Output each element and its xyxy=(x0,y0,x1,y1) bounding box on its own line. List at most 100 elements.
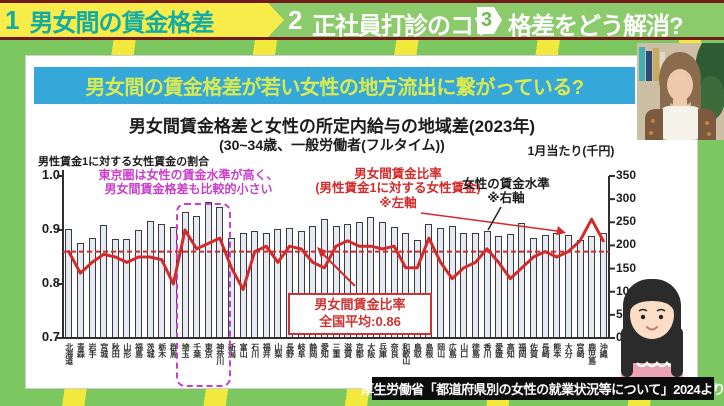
right-tick-300: 300 xyxy=(616,191,637,206)
person-neck xyxy=(673,99,687,109)
x-label-山形: 山形 xyxy=(122,343,132,357)
x-label-宮崎: 宮崎 xyxy=(576,343,585,357)
x-label-秋田: 秋田 xyxy=(111,343,121,357)
illustration-eyebrow xyxy=(638,308,648,312)
chart-subtitle: (30~34歳、一般労働者(フルタイム)) xyxy=(219,137,445,153)
x-label-石川: 石川 xyxy=(250,343,260,357)
right-tick-150: 150 xyxy=(616,260,637,275)
x-label-富山: 富山 xyxy=(239,343,249,357)
cardigan-pattern-dot xyxy=(651,119,655,123)
tokyo-annotation-line1: 東京圏は女性の賃金水準が高く、 xyxy=(98,168,279,182)
person-face xyxy=(667,69,693,101)
cardigan-pattern-dot xyxy=(705,121,709,125)
wage-label-leader-line xyxy=(487,206,502,231)
illustration-hair-strand xyxy=(621,327,633,377)
headline-ticker-bar: 1 男女間の賃金格差 2 正社員打診のコツ 3 格差をどう解消? xyxy=(0,0,724,40)
woman-illustration xyxy=(621,279,683,389)
x-label-茨城: 茨城 xyxy=(146,343,156,357)
illustration-bangs xyxy=(629,287,675,317)
cardigan-pattern-dot xyxy=(649,131,653,135)
left-tick-1.0: 1.0 xyxy=(41,167,60,182)
ratio-leader-arrowhead xyxy=(556,226,566,235)
axis-tick-marks xyxy=(57,175,615,339)
chart-title: 男女間賃金格差と女性の所定内給与の地域差(2023年) xyxy=(128,117,536,136)
x-label-京都: 京都 xyxy=(355,343,365,357)
x-label-香川: 香川 xyxy=(483,343,492,357)
x-label-三重: 三重 xyxy=(332,343,341,357)
ticker-label-2: 正社員打診のコツ xyxy=(312,13,497,40)
ticker-label-1: 男女間の賃金格差 xyxy=(29,9,214,37)
x-label-大分: 大分 xyxy=(564,343,574,357)
wage-annotation: 女性の賃金水準 ※右軸 xyxy=(450,177,562,206)
x-label-沖縄: 沖縄 xyxy=(599,343,609,357)
x-label-広島: 広島 xyxy=(448,343,458,357)
average-box-line1: 男女間賃金比率 xyxy=(314,297,406,313)
wage-ratio-line xyxy=(67,217,605,291)
bookshelf-spine xyxy=(639,47,645,81)
x-label-島根: 島根 xyxy=(424,343,434,357)
left-axis-label: 男性賃金1に対する女性賃金の割合 xyxy=(38,156,210,168)
ticker-label-3: 格差をどう解消? xyxy=(508,13,684,40)
x-label-北海道: 北海道 xyxy=(64,343,74,364)
x-label-奈良: 奈良 xyxy=(390,343,400,357)
x-label-徳島: 徳島 xyxy=(471,343,481,357)
ratio-annotation-line3: ※左軸 xyxy=(379,195,417,210)
national-average-callout-box: 男女間賃金比率 全国平均:0.86 xyxy=(288,293,432,335)
left-tick-0.9: 0.9 xyxy=(41,221,60,236)
right-axis-unit-label: 1月当たり(千円) xyxy=(527,144,615,158)
bookshelf-spine xyxy=(653,48,659,81)
x-label-大阪: 大阪 xyxy=(366,343,376,357)
content-panel: 男女間の賃金格差が若い女性の地方流出に繋がっている? 男女間賃金格差と女性の所定… xyxy=(25,55,698,389)
bookshelf-spine xyxy=(646,51,652,81)
cardigan-pattern-dot xyxy=(707,132,711,136)
illustration-eyebrow xyxy=(656,308,666,312)
x-label-愛知: 愛知 xyxy=(320,343,330,357)
x-label-福島: 福島 xyxy=(134,343,144,357)
x-label-鳥取: 鳥取 xyxy=(413,343,423,357)
illustration-face xyxy=(630,291,674,339)
x-label-長野: 長野 xyxy=(285,343,295,357)
wage-annotation-line1: 女性の賃金水準 xyxy=(462,177,550,191)
ticker-number-3: 3 xyxy=(480,9,493,31)
x-label-岩手: 岩手 xyxy=(88,343,97,357)
x-label-岡山: 岡山 xyxy=(436,343,446,357)
x-label-山梨: 山梨 xyxy=(273,343,283,357)
ticker-badge-3: 3 xyxy=(477,7,502,34)
left-tick-0.8: 0.8 xyxy=(41,275,60,290)
right-tick-200: 200 xyxy=(616,237,637,252)
plot-overlay-svg xyxy=(57,170,615,339)
x-label-長崎: 長崎 xyxy=(541,343,551,357)
average-box-arrow-line xyxy=(322,253,356,287)
source-text: 厚生労働省「都道府県別の女性の就業状況等について」2024より xyxy=(361,382,724,397)
ticker-number-2: 2 xyxy=(288,5,303,35)
x-label-埼玉: 埼玉 xyxy=(181,343,190,357)
illustration-mouth xyxy=(646,326,658,331)
tokyo-annotation-line2: 男女間賃金格差も比較的小さい xyxy=(104,182,273,197)
wage-annotation-line2: ※右軸 xyxy=(487,191,525,206)
plant-foliage xyxy=(697,76,724,120)
x-label-千葉: 千葉 xyxy=(192,343,202,357)
x-label-福井: 福井 xyxy=(262,343,272,357)
illustration-eye xyxy=(640,314,646,320)
illustration-eye xyxy=(658,314,664,320)
commentator-photo xyxy=(637,43,724,140)
x-label-和歌山: 和歌山 xyxy=(401,343,411,364)
ratio-annotation: 男女間賃金比率 (男性賃金1に対する女性賃金) ※左軸 xyxy=(284,167,512,210)
x-label-静岡: 静岡 xyxy=(308,343,318,357)
x-label-神奈川: 神奈川 xyxy=(215,343,225,364)
x-label-栃木: 栃木 xyxy=(157,343,167,357)
average-box-arrowhead xyxy=(317,247,327,258)
illustration-hair-strand xyxy=(671,327,683,377)
x-label-群馬: 群馬 xyxy=(169,343,179,357)
topic-headline-box: 男女間の賃金格差が若い女性の地方流出に繋がっている? xyxy=(34,67,635,104)
right-tick-250: 250 xyxy=(616,214,637,229)
x-axis-labels: 北海道 青森 岩手 宮城 秋田 山形 福島 茨城 栃木 群馬 埼玉 千葉 東京 神奈川 新潟 富山 石川 福井 山梨… xyxy=(26,56,699,390)
ratio-label-leader-line xyxy=(420,212,558,232)
ticker-number-1: 1 xyxy=(5,4,20,35)
right-tick-0: 0 xyxy=(616,330,623,344)
illustration-collar xyxy=(636,361,678,368)
ticker-item-1: 1 男女間の賃金格差 xyxy=(0,3,284,37)
topic-headline-text: 男女間の賃金格差が若い女性の地方流出に繋がっている? xyxy=(85,77,584,99)
x-label-兵庫: 兵庫 xyxy=(378,343,388,357)
